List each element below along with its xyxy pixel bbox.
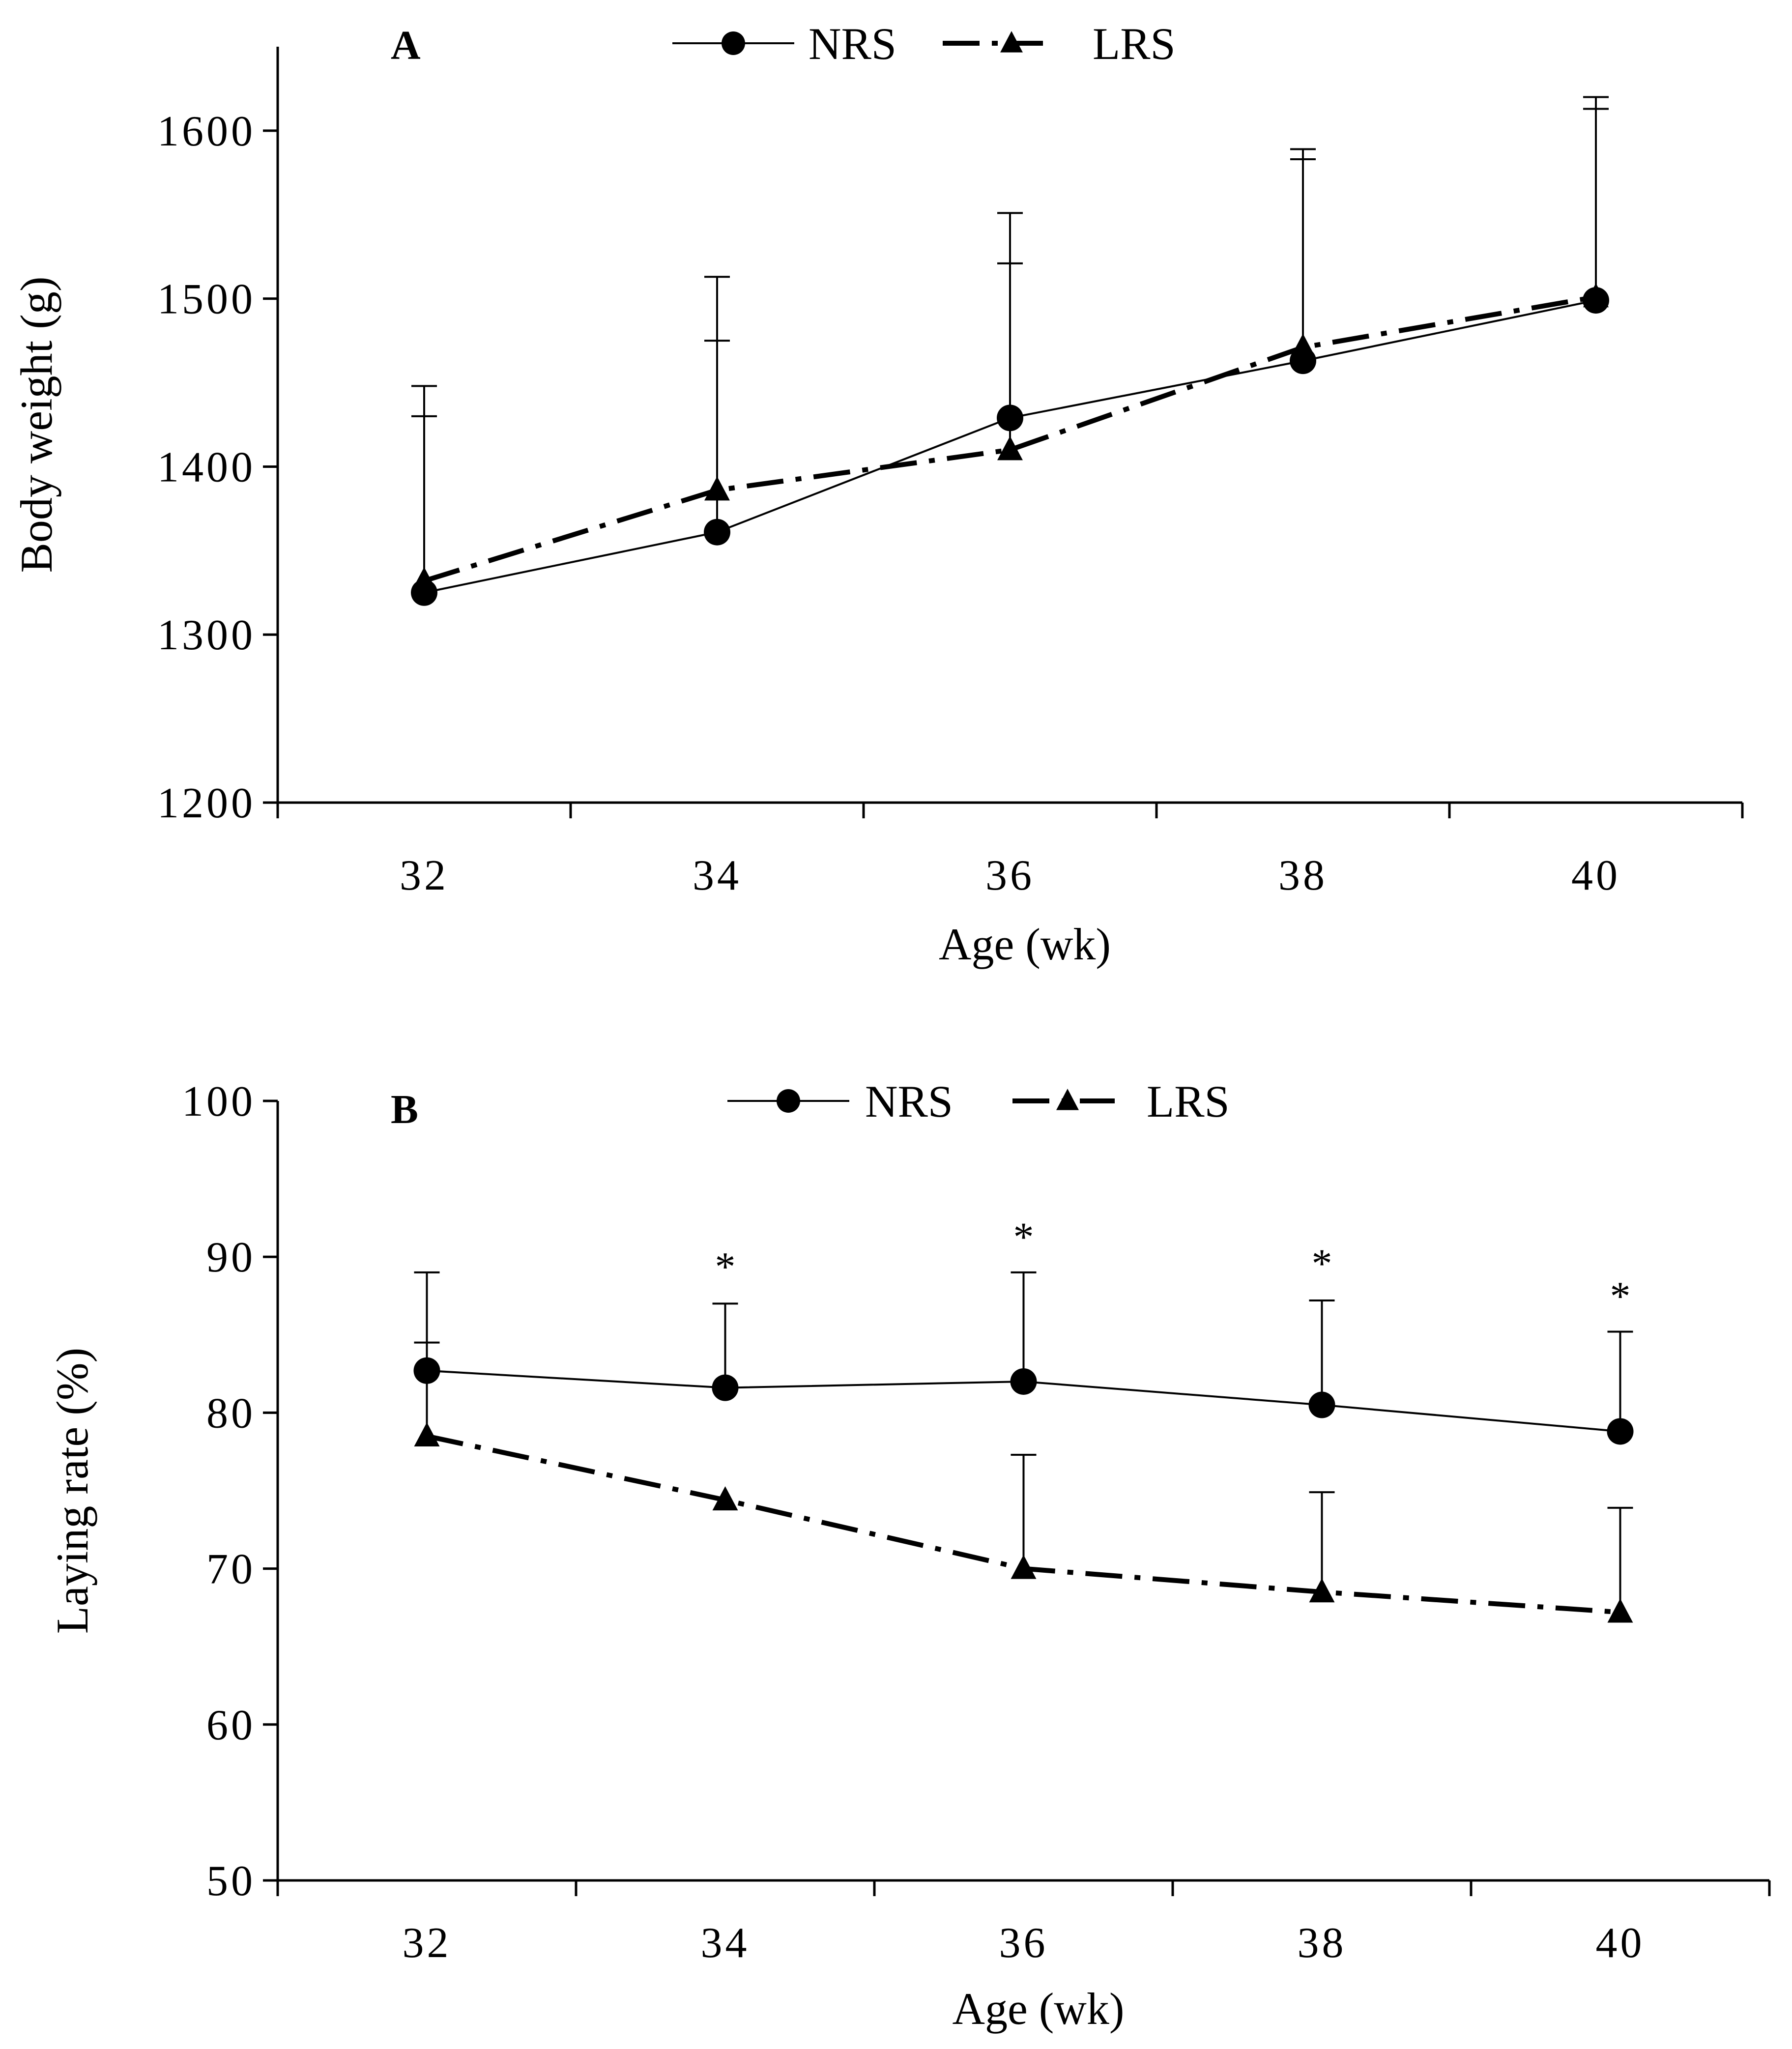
legend: NRS LRS	[672, 19, 1176, 69]
y-tick-label: 1300	[157, 611, 256, 659]
series-lrs	[411, 283, 1609, 591]
legend-nrs-marker	[722, 31, 745, 55]
series-line-lrs	[423, 294, 1596, 583]
legend-lrs-label: LRS	[1147, 1076, 1230, 1126]
x-tick-label: 32	[403, 1919, 452, 1967]
legend-nrs-marker	[777, 1089, 800, 1113]
data-point-lrs	[1011, 1555, 1037, 1579]
legend-nrs-label: NRS	[865, 1076, 953, 1126]
data-point-lrs	[1290, 333, 1316, 358]
series-nrs	[413, 1357, 1634, 1445]
data-point-lrs	[704, 476, 730, 501]
legend-lrs-label: LRS	[1093, 19, 1176, 69]
y-tick-label: 90	[206, 1234, 256, 1281]
chart-panel-A: 1200 1300 1400 1500 1600 32 34 36 38 40 Age (wk) Bo…	[11, 19, 1744, 969]
x-tick-label: 36	[999, 1919, 1048, 1967]
legend-nrs-label: NRS	[809, 19, 896, 69]
y-axis-title: Laying rate (%)	[47, 1348, 97, 1634]
data-point-lrs	[1583, 283, 1609, 308]
data-point-nrs	[1308, 1391, 1335, 1418]
data-point-lrs	[414, 1422, 440, 1447]
series-lrs	[414, 1422, 1633, 1623]
data-point-nrs	[1010, 1368, 1037, 1395]
y-tick-label: 80	[206, 1389, 256, 1437]
x-tick-label: 40	[1596, 1919, 1645, 1967]
data-point-nrs	[997, 404, 1023, 432]
legend-lrs-marker	[1056, 1089, 1079, 1110]
data-point-lrs	[997, 436, 1023, 461]
significance-marker: *	[715, 1244, 736, 1290]
error-bars-nrs	[414, 1271, 1633, 1432]
significance-marker: *	[1312, 1241, 1332, 1286]
panel-label: B	[391, 1087, 418, 1132]
legend-lrs-marker	[1000, 31, 1023, 53]
legend: NRS LRS	[727, 1076, 1230, 1126]
x-tick-label: 38	[1278, 852, 1328, 899]
x-tick-label: 34	[693, 852, 742, 899]
y-tick-label: 60	[206, 1702, 256, 1749]
y-tick-label: 70	[206, 1546, 256, 1593]
y-tick-label: 1200	[157, 779, 256, 827]
significance-marker: *	[1013, 1214, 1034, 1260]
data-point-lrs	[1309, 1578, 1335, 1603]
data-point-lrs	[411, 567, 437, 591]
data-point-nrs	[413, 1357, 440, 1384]
chart-panel-B: 50 60 70 80 90 100 32 34 36 38 40 Age (wk) Laying ra…	[47, 1076, 1771, 2034]
data-point-nrs	[712, 1374, 739, 1401]
x-tick-label: 32	[400, 852, 449, 899]
data-point-lrs	[712, 1486, 738, 1511]
y-tick-label: 50	[206, 1857, 256, 1905]
data-point-nrs	[704, 519, 730, 546]
significance-marker: *	[1610, 1273, 1631, 1319]
y-tick-label: 1400	[157, 443, 256, 491]
y-tick-label: 100	[182, 1078, 256, 1126]
data-point-nrs	[1607, 1418, 1634, 1445]
x-tick-label: 36	[985, 852, 1035, 899]
error-bars-lrs	[411, 96, 1609, 581]
x-tick-label: 38	[1298, 1919, 1347, 1967]
x-axis-title: Age (wk)	[939, 919, 1111, 969]
panel-label: A	[391, 23, 421, 68]
x-tick-label: 34	[701, 1919, 750, 1967]
x-axis-title: Age (wk)	[953, 1984, 1125, 2034]
data-point-lrs	[1607, 1598, 1633, 1623]
y-tick-label: 1600	[157, 108, 256, 155]
x-tick-label: 40	[1571, 852, 1620, 899]
y-axis-title: Body weight (g)	[11, 276, 61, 573]
y-tick-label: 1500	[157, 276, 256, 323]
